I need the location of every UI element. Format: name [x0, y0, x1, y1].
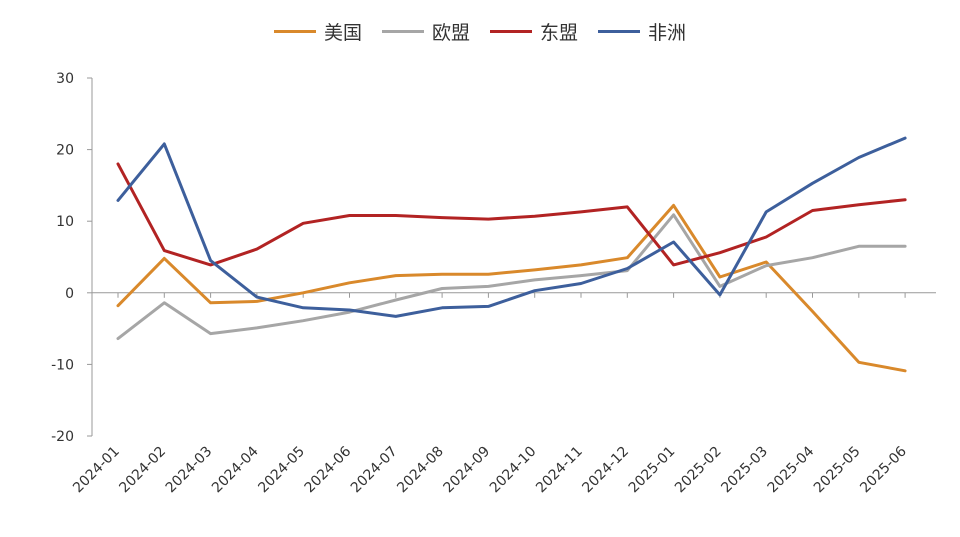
y-tick-label: 30	[56, 71, 74, 87]
x-tick-label: 2024-07	[348, 444, 401, 497]
series-line-africa	[116, 136, 907, 318]
legend-item-asean: 东盟	[490, 18, 578, 45]
x-tick-label: 2024-01	[70, 444, 123, 497]
x-tick-label: 2025-04	[765, 443, 818, 496]
legend-item-usa: 美国	[273, 18, 362, 45]
legend-label-usa: 美国	[323, 22, 362, 44]
axes: 3020100-10-202024-012024-022024-032024-0…	[51, 71, 936, 496]
x-tick-label: 2024-12	[579, 444, 632, 497]
y-tick-label: -20	[51, 429, 74, 445]
legend-swatch-asean	[490, 30, 532, 33]
series-layer	[116, 136, 907, 373]
x-tick-label: 2024-06	[302, 443, 355, 496]
x-tick-label: 2024-04	[209, 443, 262, 496]
x-tick-label: 2024-09	[441, 444, 494, 497]
legend-label-africa: 非洲	[648, 22, 687, 44]
legend-swatch-eu	[381, 30, 424, 33]
x-tick-label: 2025-02	[672, 444, 725, 497]
legend-swatch-africa	[598, 30, 641, 33]
y-tick-label: 20	[56, 143, 74, 159]
series-line-eu	[116, 213, 907, 341]
x-tick-label: 2024-02	[116, 444, 169, 497]
legend-item-eu: 欧盟	[381, 18, 470, 45]
y-tick-label: -10	[51, 357, 74, 373]
x-tick-label: 2025-01	[626, 444, 679, 497]
series-line-usa	[116, 203, 907, 373]
series-line-asean	[116, 162, 907, 267]
legend-item-africa: 非洲	[598, 18, 686, 45]
x-tick-label: 2025-06	[857, 443, 910, 496]
x-tick-label: 2024-10	[487, 444, 540, 497]
x-tick-label: 2024-11	[533, 444, 586, 497]
legend-label-asean: 东盟	[540, 22, 579, 44]
x-tick-label: 2025-05	[811, 444, 864, 497]
legend: 美国 欧盟 东盟 非洲	[0, 18, 960, 45]
y-tick-label: 0	[65, 286, 74, 302]
x-tick-label: 2024-03	[163, 444, 216, 497]
legend-swatch-usa	[273, 30, 316, 33]
x-tick-label: 2024-05	[255, 444, 308, 497]
y-tick-label: 10	[56, 214, 74, 230]
x-tick-label: 2024-08	[394, 444, 447, 497]
legend-label-eu: 欧盟	[431, 22, 470, 44]
x-tick-label: 2025-03	[718, 444, 771, 497]
